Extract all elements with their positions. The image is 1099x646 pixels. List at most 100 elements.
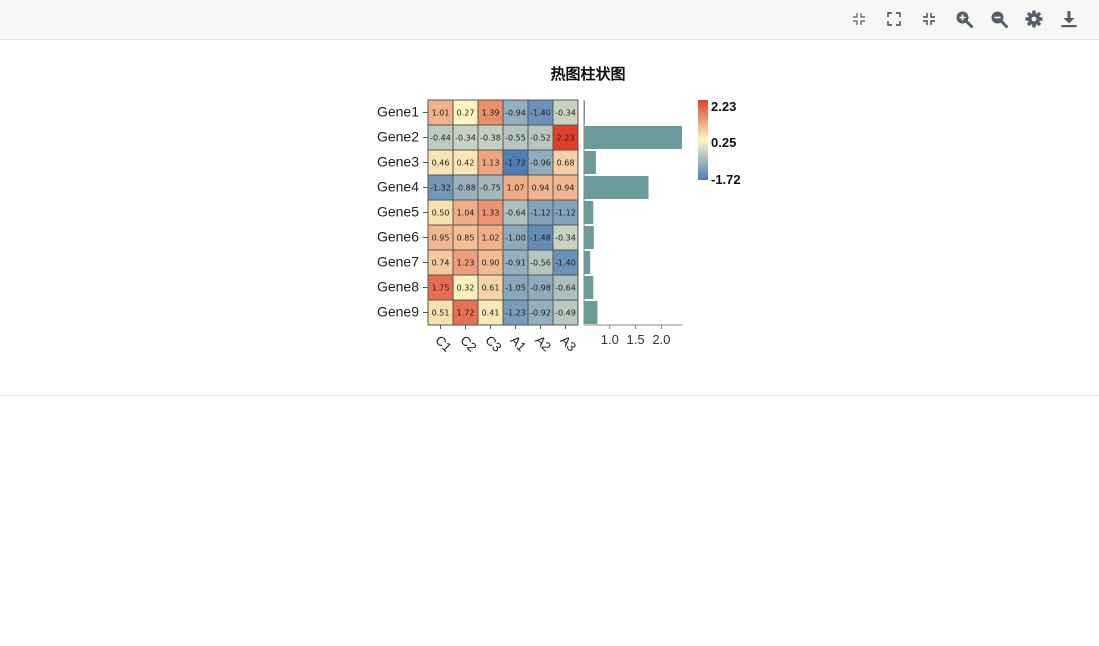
legend-label: 2.23 xyxy=(711,99,736,114)
column-label: C3 xyxy=(482,333,504,355)
column-label: C1 xyxy=(432,333,454,355)
color-legend: 2.23 0.25 -1.72 xyxy=(698,99,741,187)
cell-value-label: 1.01 xyxy=(432,109,450,118)
heatmap-bar-chart: 热图柱状图 1.01 0.27 1.39 -0.94 -1.40 -0.34 -0.44 -0… xyxy=(377,65,741,355)
cell-value-label: -1.32 xyxy=(430,184,451,193)
chart-toolbar xyxy=(0,0,1099,40)
bar-axis-tick-label: 2.0 xyxy=(652,332,670,347)
cell-value-label: -0.75 xyxy=(480,184,501,193)
cell-value-label: -1.23 xyxy=(505,309,526,318)
cell-value-label: 0.41 xyxy=(482,309,500,318)
cell-value-label: 0.85 xyxy=(457,234,475,243)
heatmap-cell xyxy=(527,274,554,301)
heatmap-cell xyxy=(427,149,454,176)
cell-value-label: -0.98 xyxy=(530,284,551,293)
cell-value-label: 0.90 xyxy=(482,259,500,268)
bar xyxy=(584,226,594,249)
heatmap-cell xyxy=(552,174,579,201)
heatmap-cell xyxy=(502,199,529,226)
chart-title: 热图柱状图 xyxy=(550,65,625,83)
cell-value-label: -1.00 xyxy=(505,234,526,243)
cell-value-label: -0.56 xyxy=(530,259,551,268)
cell-value-label: 0.61 xyxy=(482,284,500,293)
heatmap-cell xyxy=(502,149,529,176)
cell-value-label: -0.34 xyxy=(555,234,576,243)
heatmap-cell xyxy=(552,199,579,226)
cell-value-label: -0.34 xyxy=(555,109,576,118)
cell-value-label: 0.74 xyxy=(432,259,450,268)
cell-value-label: -0.49 xyxy=(555,309,576,318)
cell-value-label: 0.27 xyxy=(457,109,475,118)
cell-value-label: -0.94 xyxy=(505,109,526,118)
column-label: C2 xyxy=(457,333,479,355)
cell-value-label: 1.02 xyxy=(482,234,500,243)
cell-value-label: -1.40 xyxy=(530,109,551,118)
cell-value-label: -0.91 xyxy=(505,259,526,268)
cell-value-label: -0.88 xyxy=(455,184,476,193)
cell-value-label: -1.12 xyxy=(530,209,551,218)
cell-value-label: -1.72 xyxy=(505,159,526,168)
heatmap-cell xyxy=(477,149,504,176)
heatmap-cell xyxy=(502,174,529,201)
heatmap-cell xyxy=(427,174,454,201)
heatmap-cell xyxy=(502,124,529,151)
cell-value-label: 1.72 xyxy=(457,309,475,318)
cell-value-label: 1.23 xyxy=(457,259,475,268)
zoom-out-icon[interactable] xyxy=(989,9,1009,29)
cell-value-label: -0.55 xyxy=(505,134,526,143)
cell-value-label: 0.68 xyxy=(557,159,575,168)
bar-axis-tick-label: 1.0 xyxy=(601,332,619,347)
cell-value-label: 0.51 xyxy=(432,309,450,318)
bar xyxy=(584,276,594,299)
exit-fullscreen-icon[interactable] xyxy=(849,9,869,29)
heatmap-cell xyxy=(552,124,579,151)
row-label: Gene1 xyxy=(377,104,419,120)
heatmap-cell xyxy=(552,224,579,251)
heatmap-cell xyxy=(477,174,504,201)
fullscreen-icon[interactable] xyxy=(884,9,904,29)
column-label: A1 xyxy=(507,333,529,355)
heatmap-cell xyxy=(552,149,579,176)
column-label: A2 xyxy=(532,333,554,355)
cell-value-label: 1.39 xyxy=(482,109,500,118)
cell-value-label: 2.23 xyxy=(557,134,575,143)
heatmap-cell xyxy=(527,299,554,326)
heatmap-cell xyxy=(527,124,554,151)
legend-label: -1.72 xyxy=(711,172,741,187)
cell-value-label: -1.12 xyxy=(555,209,576,218)
collapse-icon[interactable] xyxy=(919,9,939,29)
cell-value-label: 0.46 xyxy=(432,159,450,168)
row-label: Gene8 xyxy=(377,279,419,295)
zoom-in-icon[interactable] xyxy=(954,9,974,29)
cell-value-label: -0.34 xyxy=(455,134,476,143)
heatmap-cell xyxy=(552,99,579,126)
download-icon[interactable] xyxy=(1059,9,1079,29)
cell-value-label: -0.52 xyxy=(530,134,551,143)
cell-value-label: 0.50 xyxy=(432,209,450,218)
heatmap-cell xyxy=(502,299,529,326)
row-label: Gene2 xyxy=(377,129,419,145)
bar xyxy=(584,201,594,224)
cell-value-label: -0.92 xyxy=(530,309,551,318)
heatmap-cell xyxy=(477,249,504,276)
row-label: Gene9 xyxy=(377,304,419,320)
legend-color-bar xyxy=(698,100,708,180)
heatmap-cell xyxy=(427,99,454,126)
bar xyxy=(584,176,649,199)
bar-panel: 1.0 1.5 2.0 xyxy=(583,100,682,347)
cell-value-label: 1.75 xyxy=(432,284,450,293)
cell-value-label: 0.94 xyxy=(557,184,575,193)
bar xyxy=(584,251,591,274)
cell-value-label: 0.42 xyxy=(457,159,475,168)
bar xyxy=(584,151,596,174)
heatmap-cell xyxy=(552,249,579,276)
cell-value-label: 1.07 xyxy=(507,184,525,193)
cell-value-label: -1.48 xyxy=(530,234,551,243)
heatmap-cell xyxy=(552,274,579,301)
cell-value-label: 0.95 xyxy=(432,234,450,243)
bar xyxy=(584,126,682,149)
cell-value-label: -0.64 xyxy=(555,284,576,293)
cell-value-label: -1.40 xyxy=(555,259,576,268)
heatmap-cell xyxy=(527,249,554,276)
gear-icon[interactable] xyxy=(1024,9,1044,29)
